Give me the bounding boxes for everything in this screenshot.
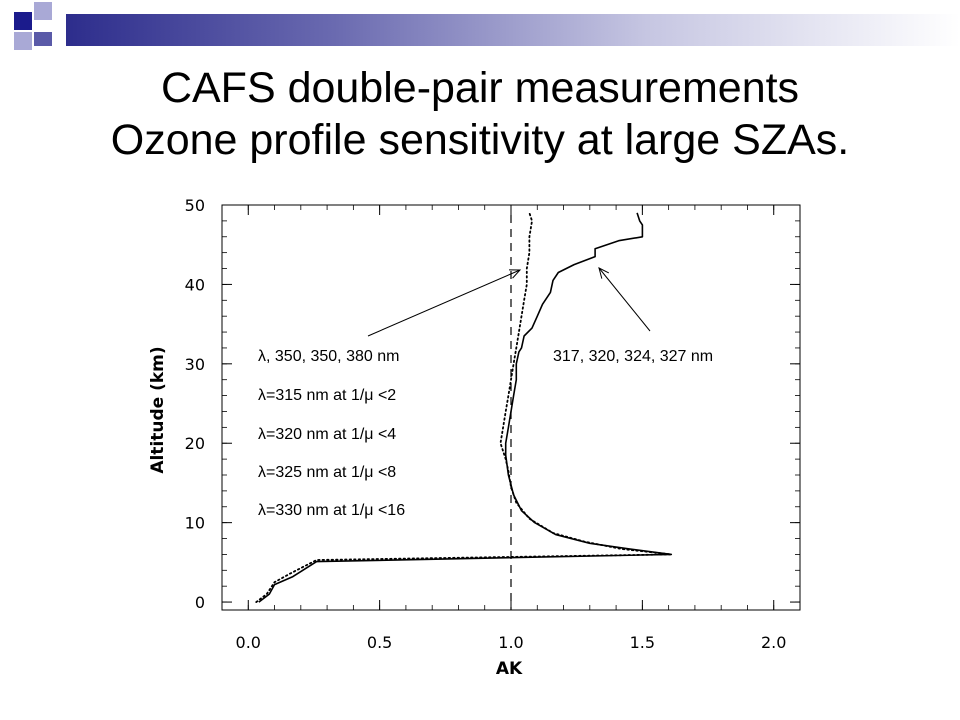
slide-title-line2: Ozone profile sensitivity at large SZAs. <box>110 116 850 164</box>
x-tick-label: 0.5 <box>367 633 392 652</box>
decoration-square <box>14 32 32 50</box>
annotation-arrows <box>367 267 651 337</box>
slide-title-line1: CAFS double-pair measurements <box>160 64 800 112</box>
y-tick-label: 40 <box>185 275 205 294</box>
decoration-square <box>34 2 52 20</box>
title-gradient-bar <box>66 14 960 46</box>
annotation-arrowhead <box>598 267 610 279</box>
x-tick-label: 0.0 <box>236 633 261 652</box>
y-axis-label: Altitude (km) <box>148 346 168 473</box>
y-tick-label: 30 <box>185 355 205 374</box>
x-tick-label: 1.0 <box>498 633 523 652</box>
annotation-arrow-line <box>367 269 521 337</box>
y-tick-label: 0 <box>195 593 205 612</box>
annotation-left-5: λ=330 nm at 1/μ <16 <box>258 502 405 519</box>
annotation-left-4: λ=325 nm at 1/μ <8 <box>258 464 396 481</box>
annotation-right: 317, 320, 324, 327 nm <box>553 348 713 365</box>
solid-series-line <box>258 212 673 603</box>
y-tick-label: 20 <box>185 434 205 453</box>
x-tick-label: 1.5 <box>630 633 655 652</box>
x-axis-label: AK <box>496 659 523 679</box>
y-tick-label: 10 <box>185 514 205 533</box>
annotation-arrow-line <box>598 267 651 332</box>
decoration-square <box>34 32 52 46</box>
axis-ticks: 0.0 0.5 1.0 1.5 2.0 0 10 20 30 40 50 <box>185 196 800 652</box>
x-tick-label: 2.0 <box>761 633 786 652</box>
annotation-left-2: λ=315 nm at 1/μ <2 <box>258 387 396 404</box>
series-group <box>255 212 673 603</box>
decoration-square <box>14 12 32 30</box>
title-decoration-bar <box>0 0 960 50</box>
slide-title: CAFS double-pair measurements Ozone prof… <box>0 62 960 166</box>
annotation-left-1: λ, 350, 350, 380 nm <box>258 348 399 365</box>
dotted-series-line <box>255 212 673 603</box>
annotations-left: λ, 350, 350, 380 nm λ=315 nm at 1/μ <2 λ… <box>258 348 405 519</box>
annotation-arrowhead <box>508 269 522 279</box>
annotation-left-3: λ=320 nm at 1/μ <4 <box>258 426 396 443</box>
y-tick-label: 50 <box>185 196 205 215</box>
